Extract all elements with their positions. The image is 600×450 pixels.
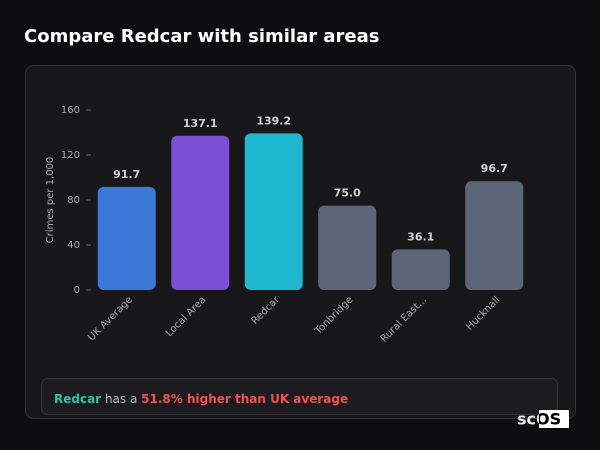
page-title: Compare Redcar with similar areas bbox=[24, 26, 379, 47]
bar bbox=[391, 249, 450, 290]
value-label: 36.1 bbox=[407, 230, 434, 243]
logo: scOS bbox=[517, 410, 561, 429]
value-label: 137.1 bbox=[183, 117, 218, 130]
logo-box bbox=[539, 410, 569, 428]
value-label: 75.0 bbox=[334, 187, 361, 200]
bar bbox=[465, 181, 524, 290]
bar bbox=[244, 133, 303, 290]
bar bbox=[171, 135, 230, 290]
value-label: 139.2 bbox=[256, 114, 291, 127]
y-tick-label: 120 bbox=[61, 150, 80, 161]
value-label: 96.7 bbox=[481, 162, 508, 175]
y-tick-label: 40 bbox=[67, 240, 80, 251]
bar bbox=[318, 205, 377, 290]
y-tick-label: 80 bbox=[67, 195, 80, 206]
value-label: 91.7 bbox=[113, 168, 140, 181]
bar bbox=[97, 186, 156, 290]
summary-comparison: 51.8% higher than UK average bbox=[141, 392, 348, 406]
y-tick-label: 160 bbox=[61, 105, 80, 116]
summary-box bbox=[41, 378, 558, 415]
y-axis-label: Crimes per 1,000 bbox=[45, 157, 56, 244]
summary: Redcar has a 51.8% higher than UK averag… bbox=[54, 392, 348, 406]
summary-area: Redcar bbox=[54, 392, 101, 406]
y-tick-label: 0 bbox=[74, 285, 80, 296]
summary-text: has a bbox=[105, 392, 137, 406]
